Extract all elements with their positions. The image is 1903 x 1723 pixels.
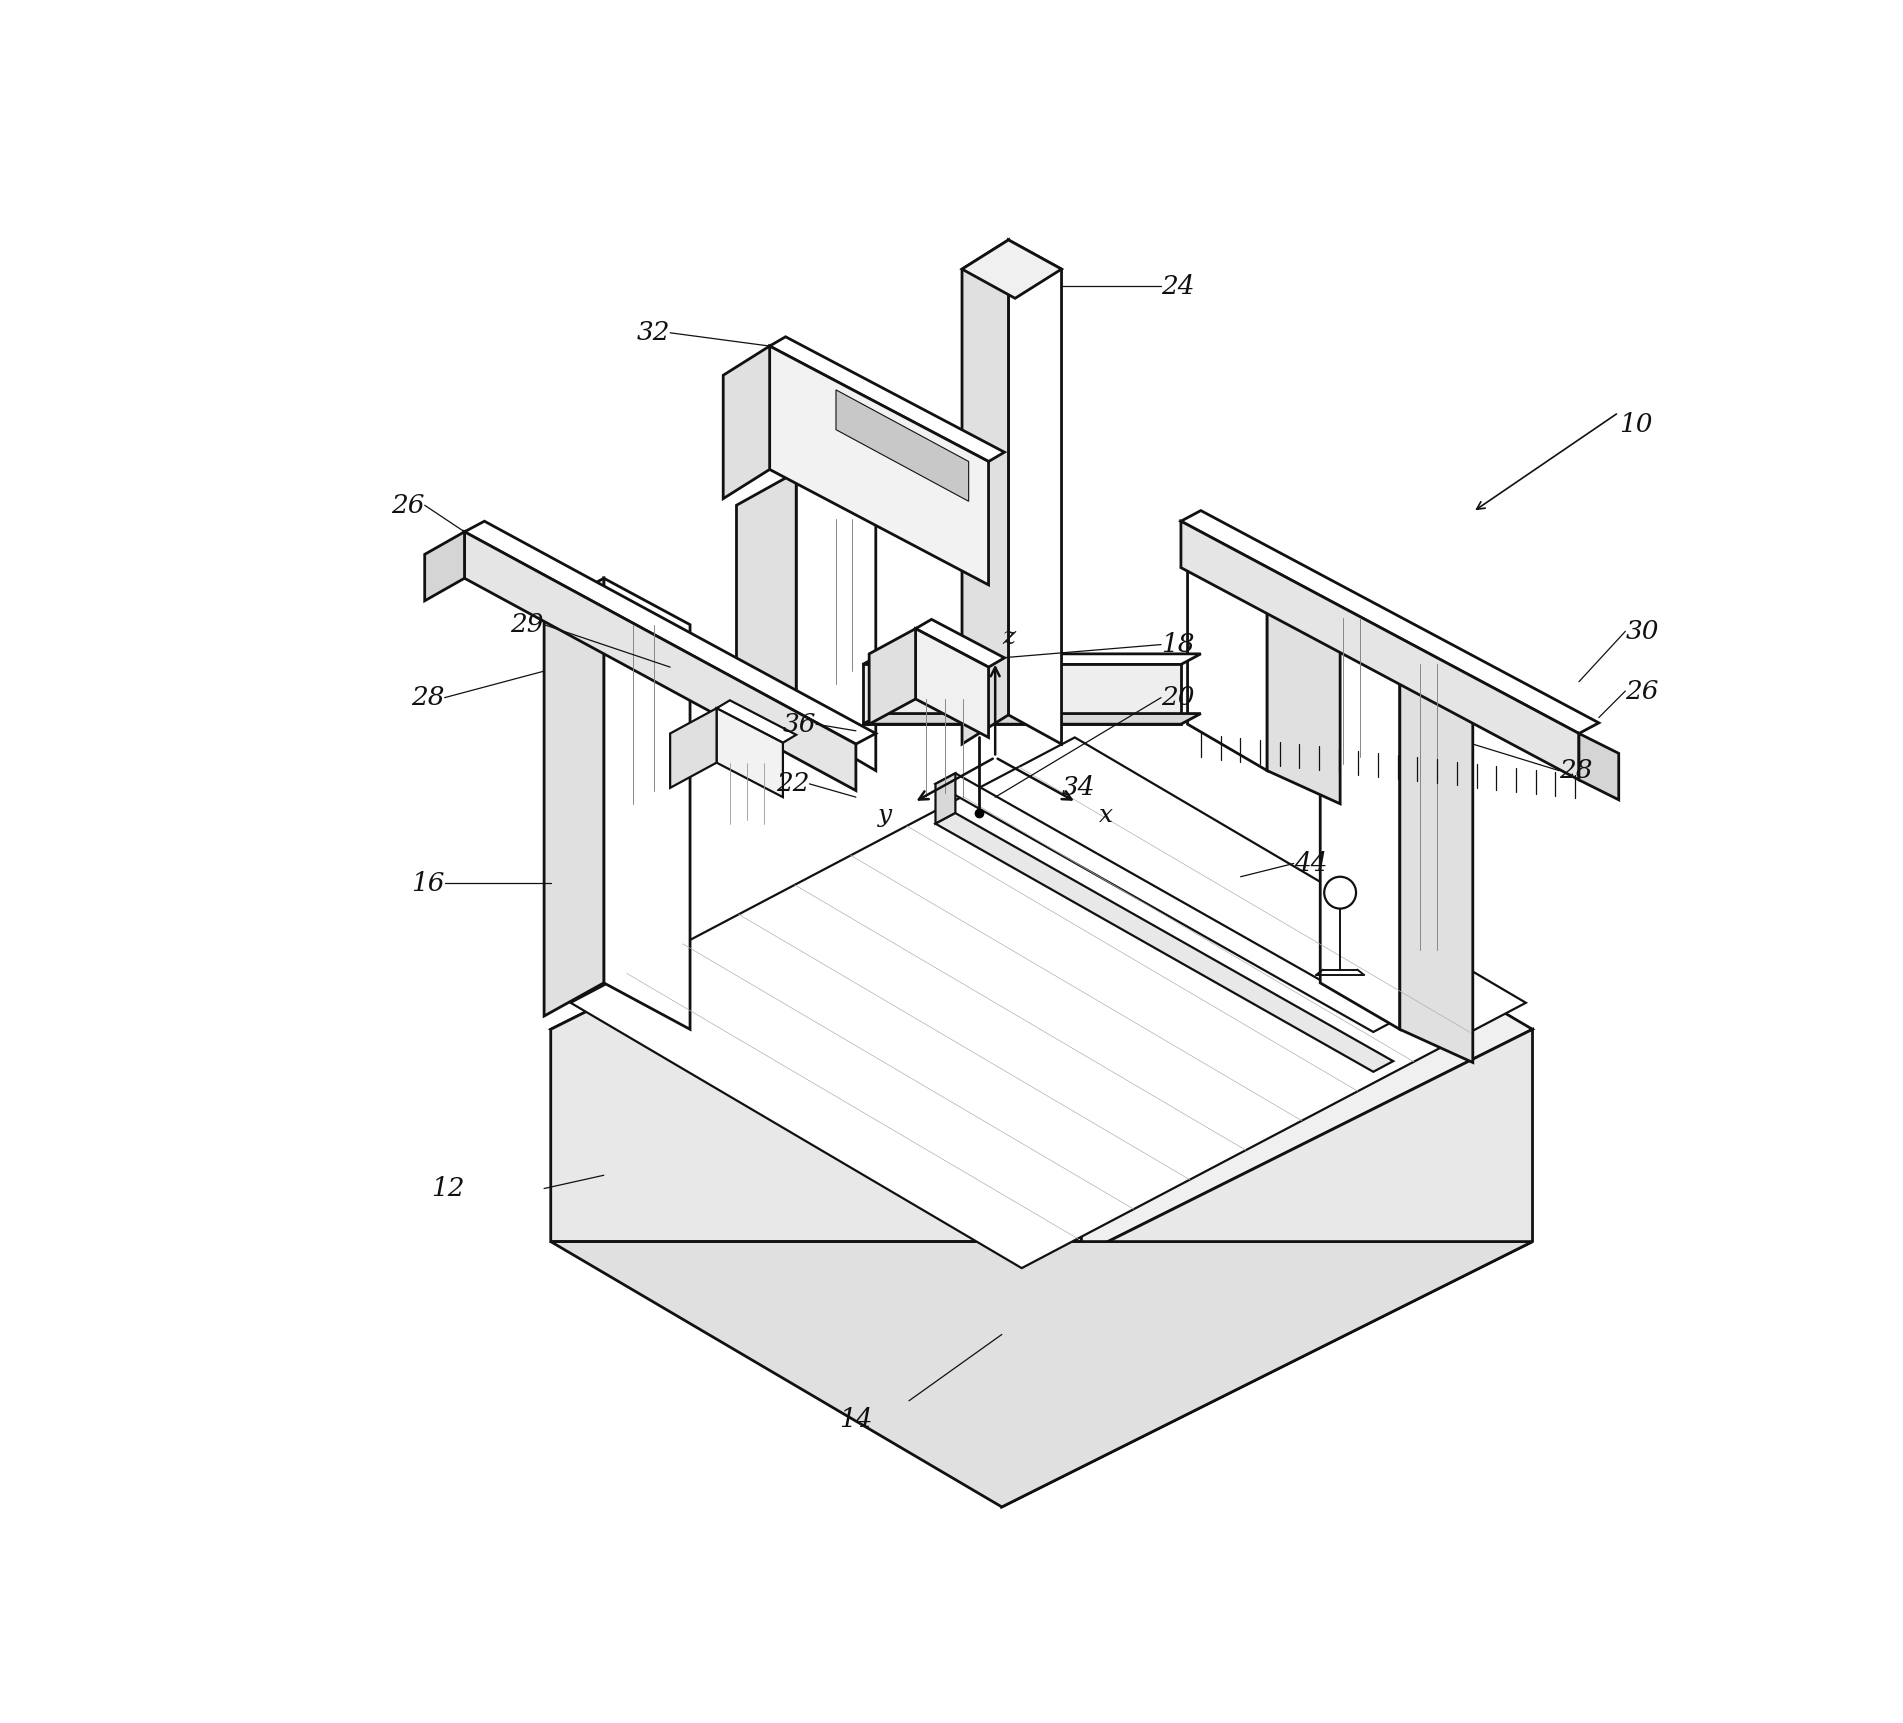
Polygon shape [1182, 510, 1599, 734]
Text: 28: 28 [1559, 758, 1593, 784]
Text: 36: 36 [782, 712, 816, 737]
Text: 20: 20 [1161, 686, 1195, 710]
Polygon shape [464, 532, 856, 791]
Text: 28: 28 [411, 686, 445, 710]
Text: 30: 30 [1625, 619, 1659, 644]
Polygon shape [1009, 239, 1062, 744]
Polygon shape [1579, 734, 1619, 799]
Polygon shape [862, 653, 1201, 665]
Text: 22: 22 [776, 772, 809, 796]
Polygon shape [915, 619, 1005, 667]
Polygon shape [1001, 1029, 1532, 1508]
Polygon shape [963, 239, 1062, 298]
Text: 26: 26 [392, 493, 424, 519]
Text: y: y [877, 805, 893, 827]
Polygon shape [603, 579, 691, 1029]
Text: 18: 18 [1161, 632, 1195, 656]
Polygon shape [717, 708, 782, 798]
Text: 32: 32 [638, 320, 670, 345]
Text: 14: 14 [839, 1408, 873, 1432]
Polygon shape [550, 1242, 1532, 1508]
Polygon shape [1401, 658, 1473, 1063]
Polygon shape [936, 774, 1393, 1032]
Polygon shape [795, 472, 875, 770]
Polygon shape [424, 532, 464, 601]
Polygon shape [464, 520, 875, 744]
Text: 12: 12 [430, 1177, 464, 1201]
Polygon shape [1182, 520, 1579, 781]
Polygon shape [963, 239, 1009, 744]
Polygon shape [769, 346, 988, 584]
Text: 26: 26 [1625, 679, 1659, 703]
Polygon shape [915, 629, 988, 737]
Polygon shape [835, 389, 969, 501]
Text: 44: 44 [1294, 851, 1326, 875]
Polygon shape [571, 737, 1526, 1268]
Polygon shape [1187, 526, 1267, 770]
Polygon shape [736, 472, 795, 758]
Polygon shape [1321, 612, 1401, 1029]
Text: x: x [1098, 805, 1113, 827]
Text: z: z [1001, 627, 1014, 650]
Polygon shape [544, 579, 603, 1017]
Polygon shape [870, 629, 915, 724]
Text: 16: 16 [411, 870, 445, 896]
Polygon shape [670, 708, 717, 787]
Circle shape [1324, 877, 1357, 908]
Polygon shape [769, 336, 1005, 462]
Polygon shape [862, 665, 1182, 724]
Polygon shape [862, 713, 1201, 724]
Polygon shape [723, 346, 769, 498]
Text: 29: 29 [510, 612, 544, 638]
Polygon shape [550, 763, 1532, 1294]
Polygon shape [1267, 572, 1340, 803]
Polygon shape [717, 700, 795, 743]
Polygon shape [936, 774, 955, 824]
Polygon shape [550, 763, 1081, 1242]
Text: 10: 10 [1619, 412, 1652, 438]
Text: 24: 24 [1161, 274, 1195, 298]
Text: 34: 34 [1062, 775, 1094, 801]
Polygon shape [936, 813, 1393, 1072]
